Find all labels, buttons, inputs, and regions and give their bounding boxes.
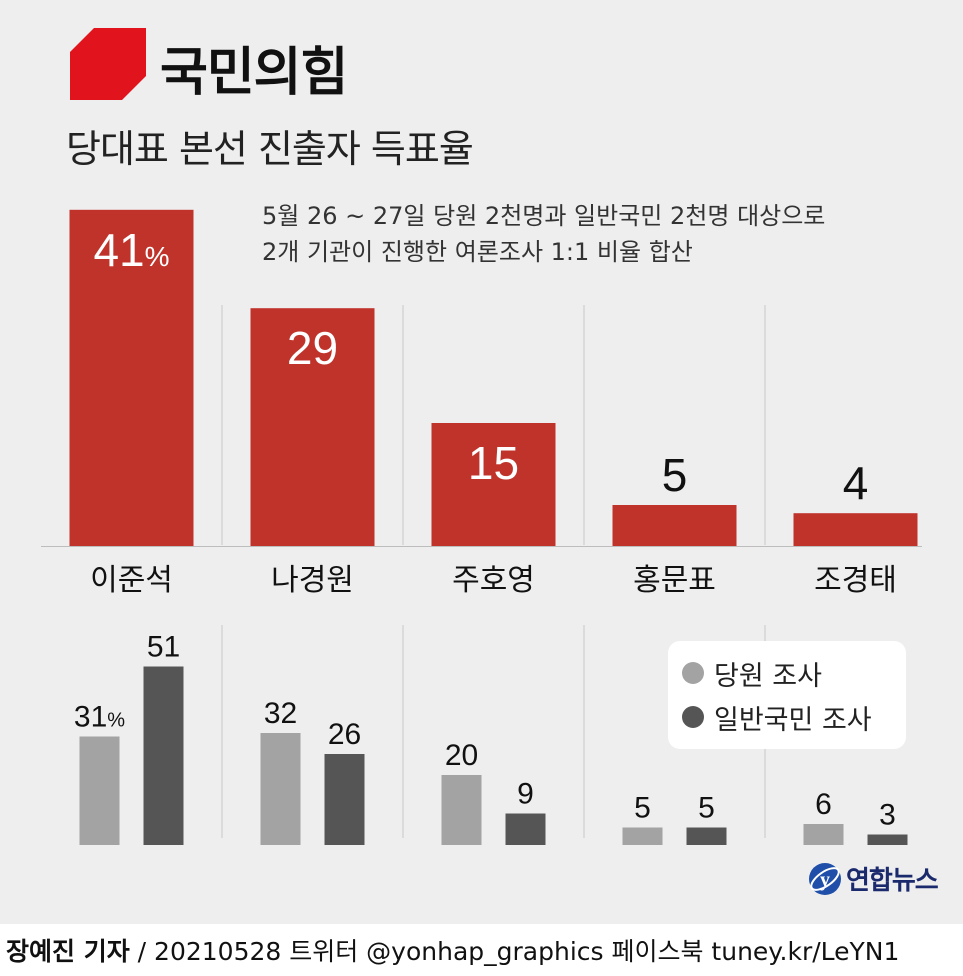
sub-bar-label-s0-3: 5 [634,792,651,825]
party-logo-icon [70,28,146,100]
legend-item-public: 일반국민 조사 [682,697,872,737]
sub-bar-s1-3 [686,827,727,845]
main-bar-label-4: 4 [843,457,869,509]
sub-bar-s1-1 [324,754,365,845]
main-bar-label-2: 15 [468,437,519,489]
main-bar-1 [250,308,375,546]
chart-title: 당대표 본선 진출자 득표율 [66,127,474,171]
main-bar-2 [431,423,556,546]
sub-bar-label-s0-1: 32 [264,697,297,730]
legend-label-public: 일반국민 조사 [714,704,872,736]
sub-bar-label-s0-2: 20 [445,739,478,772]
agency-logo: y 연합뉴스 [808,860,939,897]
main-bar-0 [69,209,194,547]
main-bar-label-0: 41% [93,224,169,276]
main-bar-3 [612,505,737,546]
main-bar-label-1: 29 [287,322,338,374]
reporter-name: 장예진 기자 [6,937,130,966]
main-bar-label-3: 5 [662,449,688,501]
sub-bar-label-s0-0: 31% [74,701,125,734]
legend-item-member: 당원 조사 [682,653,822,693]
sub-bar-s0-3 [622,827,663,845]
agency-name: 연합뉴스 [846,866,939,896]
sub-bar-label-s1-3: 5 [698,792,715,825]
sub-bar-s0-0 [79,736,120,845]
byline: 장예진 기자 / 20210528 트위터 @yonhap_graphics 페… [6,932,899,968]
byline-info: / 20210528 트위터 @yonhap_graphics 페이스북 tun… [129,937,900,966]
sub-bar-label-s0-4: 6 [815,788,832,821]
candidate-name-0: 이준석 [90,563,173,598]
svg-text:y: y [820,869,830,891]
legend-label-member: 당원 조사 [714,660,822,692]
sub-bar-s1-2 [505,813,546,845]
bar-charts: 41% 이준석 29 나경원 15 주호영 5 홍문표 4 조경태 31% 32 20 5 6 51 26 9 5 3 [41,209,922,845]
legend-swatch-member [682,662,704,684]
main-bar-4 [793,513,918,546]
sub-bar-s1-0 [143,666,184,845]
sub-bar-s0-2 [441,775,482,845]
legend-swatch-public [682,706,704,728]
candidate-name-3: 홍문표 [633,563,716,598]
sub-bar-s0-4 [803,824,844,845]
agency-logo-icon: y [809,862,841,895]
survey-note: 5월 26 ~ 27일 당원 2천명과 일반국민 2천명 대상으로 2개 기관이… [262,202,826,266]
party-name: 국민의힘 [160,43,348,103]
candidate-name-2: 주호영 [452,563,535,598]
sub-bar-label-s1-0: 51 [147,631,180,664]
sub-bar-label-s1-4: 3 [879,799,896,832]
sub-bar-label-s1-1: 26 [328,718,361,751]
legend: 당원 조사 일반국민 조사 [668,641,906,749]
candidate-name-4: 조경태 [814,563,897,598]
sub-bar-s0-1 [260,733,301,845]
candidate-name-1: 나경원 [271,563,354,598]
sub-bar-s1-4 [867,834,908,845]
sub-bar-label-s1-2: 9 [517,778,534,811]
